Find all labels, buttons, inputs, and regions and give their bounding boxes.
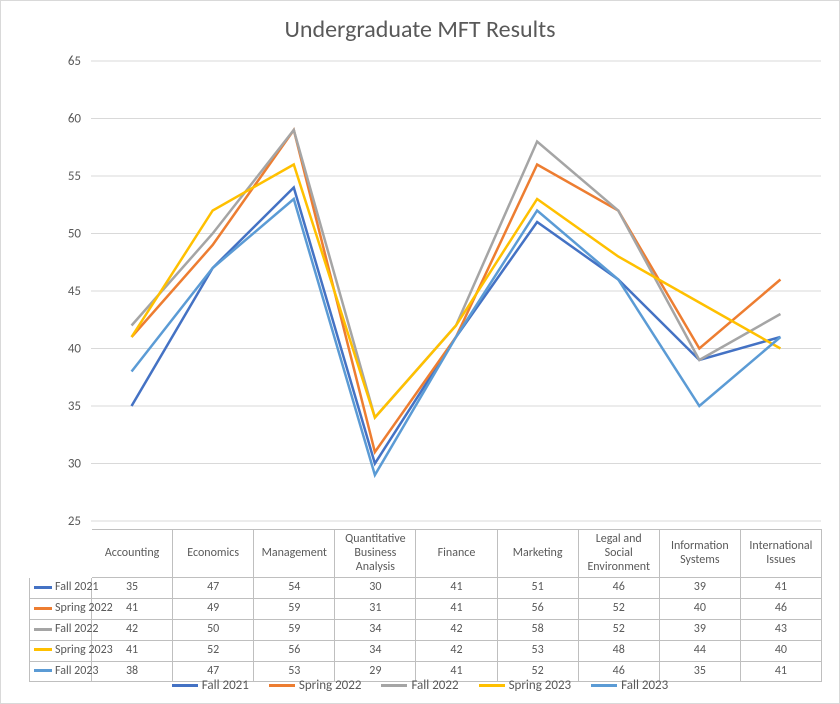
data-cell: 54 (254, 578, 335, 599)
series-lines (132, 130, 781, 475)
legend-swatch (381, 684, 407, 687)
legend-swatch (34, 628, 52, 631)
category-header: International Issues (740, 530, 821, 578)
data-cell: 42 (416, 640, 497, 661)
data-cell: 59 (254, 599, 335, 620)
svg-text:65: 65 (68, 54, 81, 69)
data-cell: 40 (659, 599, 740, 620)
data-cell: 44 (659, 640, 740, 661)
series-line (132, 130, 781, 418)
legend: Fall 2021 Spring 2022 Fall 2022 Spring 2023… (1, 678, 839, 693)
data-cell: 39 (659, 578, 740, 599)
legend-swatch (34, 648, 52, 651)
chart-container: Undergraduate MFT Results 25 30 35 40 45 50 55… (0, 0, 840, 704)
svg-text:30: 30 (68, 457, 82, 472)
data-cell: 52 (578, 619, 659, 640)
data-cell: 41 (740, 578, 821, 599)
data-cell: 35 (92, 578, 173, 599)
svg-text:60: 60 (68, 112, 82, 127)
category-header: Quantitative Business Analysis (335, 530, 416, 578)
category-header: Accounting (92, 530, 173, 578)
data-cell: 50 (173, 619, 254, 640)
data-cell: 40 (740, 640, 821, 661)
table-header-row: AccountingEconomicsManagementQuantitativ… (30, 530, 822, 578)
table-row: Fall 2022425059344258523943 (30, 619, 822, 640)
category-header: Legal and Social Environment (578, 530, 659, 578)
data-cell: 56 (254, 640, 335, 661)
table-row: Spring 2023415256344253484440 (30, 640, 822, 661)
legend-item: Spring 2022 (269, 678, 362, 693)
data-cell: 46 (740, 599, 821, 620)
legend-swatch (34, 669, 52, 672)
category-header: Information Systems (659, 530, 740, 578)
svg-text:25: 25 (68, 514, 81, 529)
legend-swatch (34, 586, 52, 589)
data-table: AccountingEconomicsManagementQuantitativ… (29, 529, 822, 682)
category-header: Management (254, 530, 335, 578)
series-row-header: Spring 2023 (30, 640, 92, 661)
plot-area: 253035404550556065 (91, 61, 821, 521)
legend-swatch (479, 684, 505, 687)
data-cell: 41 (416, 599, 497, 620)
chart-svg: 253035404550556065 (91, 61, 821, 521)
legend-item: Fall 2023 (591, 678, 668, 693)
series-line (132, 199, 781, 475)
category-header: Economics (173, 530, 254, 578)
data-cell: 34 (335, 640, 416, 661)
data-cell: 59 (254, 619, 335, 640)
data-cell: 51 (497, 578, 578, 599)
svg-text:45: 45 (68, 284, 81, 299)
data-cell: 31 (335, 599, 416, 620)
svg-text:35: 35 (68, 399, 81, 414)
data-cell: 47 (173, 578, 254, 599)
chart-title: Undergraduate MFT Results (1, 1, 839, 44)
legend-swatch (172, 684, 198, 687)
data-cell: 41 (416, 578, 497, 599)
data-cell: 34 (335, 619, 416, 640)
series-row-header: Spring 2022 (30, 599, 92, 620)
legend-swatch (591, 684, 617, 687)
table-corner-cell (30, 530, 92, 578)
series-row-header: Fall 2021 (30, 578, 92, 599)
svg-text:50: 50 (68, 227, 82, 242)
data-cell: 30 (335, 578, 416, 599)
data-cell: 42 (416, 619, 497, 640)
legend-item: Spring 2023 (479, 678, 572, 693)
data-cell: 49 (173, 599, 254, 620)
svg-text:55: 55 (68, 169, 81, 184)
data-cell: 42 (92, 619, 173, 640)
table-row: Fall 2021354754304151463941 (30, 578, 822, 599)
series-row-header: Fall 2022 (30, 619, 92, 640)
legend-item: Fall 2022 (381, 678, 458, 693)
legend-swatch (269, 684, 295, 687)
data-cell: 39 (659, 619, 740, 640)
data-cell: 52 (173, 640, 254, 661)
category-header: Marketing (497, 530, 578, 578)
data-cell: 48 (578, 640, 659, 661)
category-header: Finance (416, 530, 497, 578)
legend-swatch (34, 607, 52, 610)
data-cell: 46 (578, 578, 659, 599)
table-row: Spring 2022414959314156524046 (30, 599, 822, 620)
data-cell: 56 (497, 599, 578, 620)
legend-item: Fall 2021 (172, 678, 249, 693)
data-cell: 52 (578, 599, 659, 620)
data-cell: 43 (740, 619, 821, 640)
data-cell: 58 (497, 619, 578, 640)
y-axis-labels: 25 30 35 40 45 50 55 60 65 (68, 54, 82, 529)
svg-text:40: 40 (68, 342, 82, 357)
data-cell: 53 (497, 640, 578, 661)
